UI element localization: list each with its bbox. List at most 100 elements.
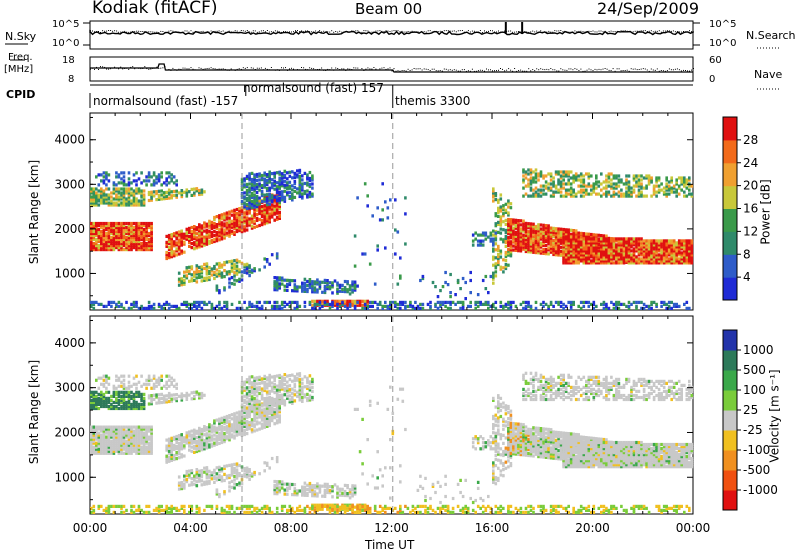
power-cell (615, 245, 618, 249)
power-cell (135, 300, 138, 304)
power-cell (562, 253, 565, 257)
nave-dot (270, 67, 272, 68)
power-cell (230, 282, 234, 286)
velocity-cell (112, 443, 116, 447)
power-cell (655, 239, 658, 243)
power-cell (175, 183, 178, 187)
power-cell (640, 247, 643, 251)
power-cell (502, 204, 505, 208)
power-cell (517, 233, 520, 237)
power-cell (675, 302, 678, 306)
power-cell (514, 232, 518, 236)
power-cell (574, 237, 578, 241)
power-cell (675, 255, 678, 259)
noise-search-dot (644, 30, 646, 32)
power-cell (497, 230, 500, 234)
power-cell (529, 186, 533, 190)
power-cell (308, 278, 312, 282)
power-cell (137, 199, 141, 203)
power-cell (167, 171, 171, 175)
power-cell (200, 224, 204, 228)
power-cell (243, 300, 246, 304)
power-cell (635, 255, 638, 259)
nave-dot (514, 68, 516, 69)
power-cell (509, 246, 513, 250)
velocity-cell (97, 437, 101, 441)
power-cell (208, 221, 211, 225)
power-cell (564, 230, 568, 234)
power-cell (572, 233, 575, 237)
power-cell (213, 306, 216, 310)
power-cell (288, 180, 292, 184)
power-cell (233, 224, 236, 228)
power-cell (270, 186, 274, 190)
power-cell (597, 192, 601, 196)
power-cell (180, 237, 183, 241)
power-cell (92, 193, 96, 197)
power-cell (587, 241, 591, 245)
power-cell (175, 231, 178, 235)
power-cell (647, 261, 651, 265)
nave-dot (584, 70, 586, 72)
power-cell (602, 253, 606, 257)
velocity-cell (100, 435, 103, 439)
power-cell (270, 194, 274, 198)
power-cell (132, 237, 136, 242)
power-cell (677, 192, 681, 196)
power-cell (579, 241, 583, 245)
power-cell (205, 228, 209, 232)
nave-dot (387, 68, 389, 70)
power-cell (585, 259, 588, 263)
power-cell (107, 235, 111, 240)
power-cell (574, 229, 578, 233)
power-cell (351, 280, 354, 284)
power-cell (228, 222, 231, 226)
nave-dot (297, 69, 298, 71)
power-cell (140, 203, 143, 207)
power-cell (135, 191, 138, 195)
power-cell (90, 197, 93, 201)
power-cell (600, 239, 603, 243)
power-cell (218, 216, 221, 220)
power-cell (595, 251, 598, 255)
power-cell (627, 247, 631, 251)
power-cell (627, 243, 631, 247)
power-cell (577, 253, 580, 257)
power-cell (509, 234, 513, 238)
power-cell (117, 225, 121, 230)
power-cell (685, 251, 689, 255)
power-cell (142, 239, 146, 244)
power-cell (587, 239, 591, 243)
nave-dot (494, 70, 495, 72)
nave-dot (148, 68, 150, 70)
power-cell (532, 250, 535, 254)
power-cell (208, 231, 211, 235)
velocity-cell (130, 429, 133, 433)
power-cell (635, 184, 638, 188)
power-cell (122, 306, 126, 310)
power-cell (293, 300, 297, 304)
nave-dot (465, 70, 467, 72)
power-cell (321, 304, 324, 308)
power-cell (137, 191, 141, 195)
power-cell (615, 257, 618, 261)
power-cell (225, 270, 229, 274)
nave-dot (693, 68, 694, 69)
power-cell (223, 300, 226, 304)
noise-search-dot (550, 31, 552, 33)
power-cell (547, 188, 550, 192)
nave-dot (687, 70, 688, 72)
power-cell (353, 282, 357, 286)
power-cell (255, 186, 259, 191)
power-cell (190, 267, 194, 271)
power-cell (316, 282, 319, 286)
nave-dot (272, 69, 274, 71)
power-cell (519, 249, 523, 253)
power-cell (685, 306, 689, 310)
power-cell (130, 225, 133, 230)
power-cell (105, 175, 108, 179)
power-cell (120, 231, 123, 236)
power-cell (592, 233, 596, 237)
power-cell (265, 199, 269, 203)
power-cell (225, 231, 229, 235)
